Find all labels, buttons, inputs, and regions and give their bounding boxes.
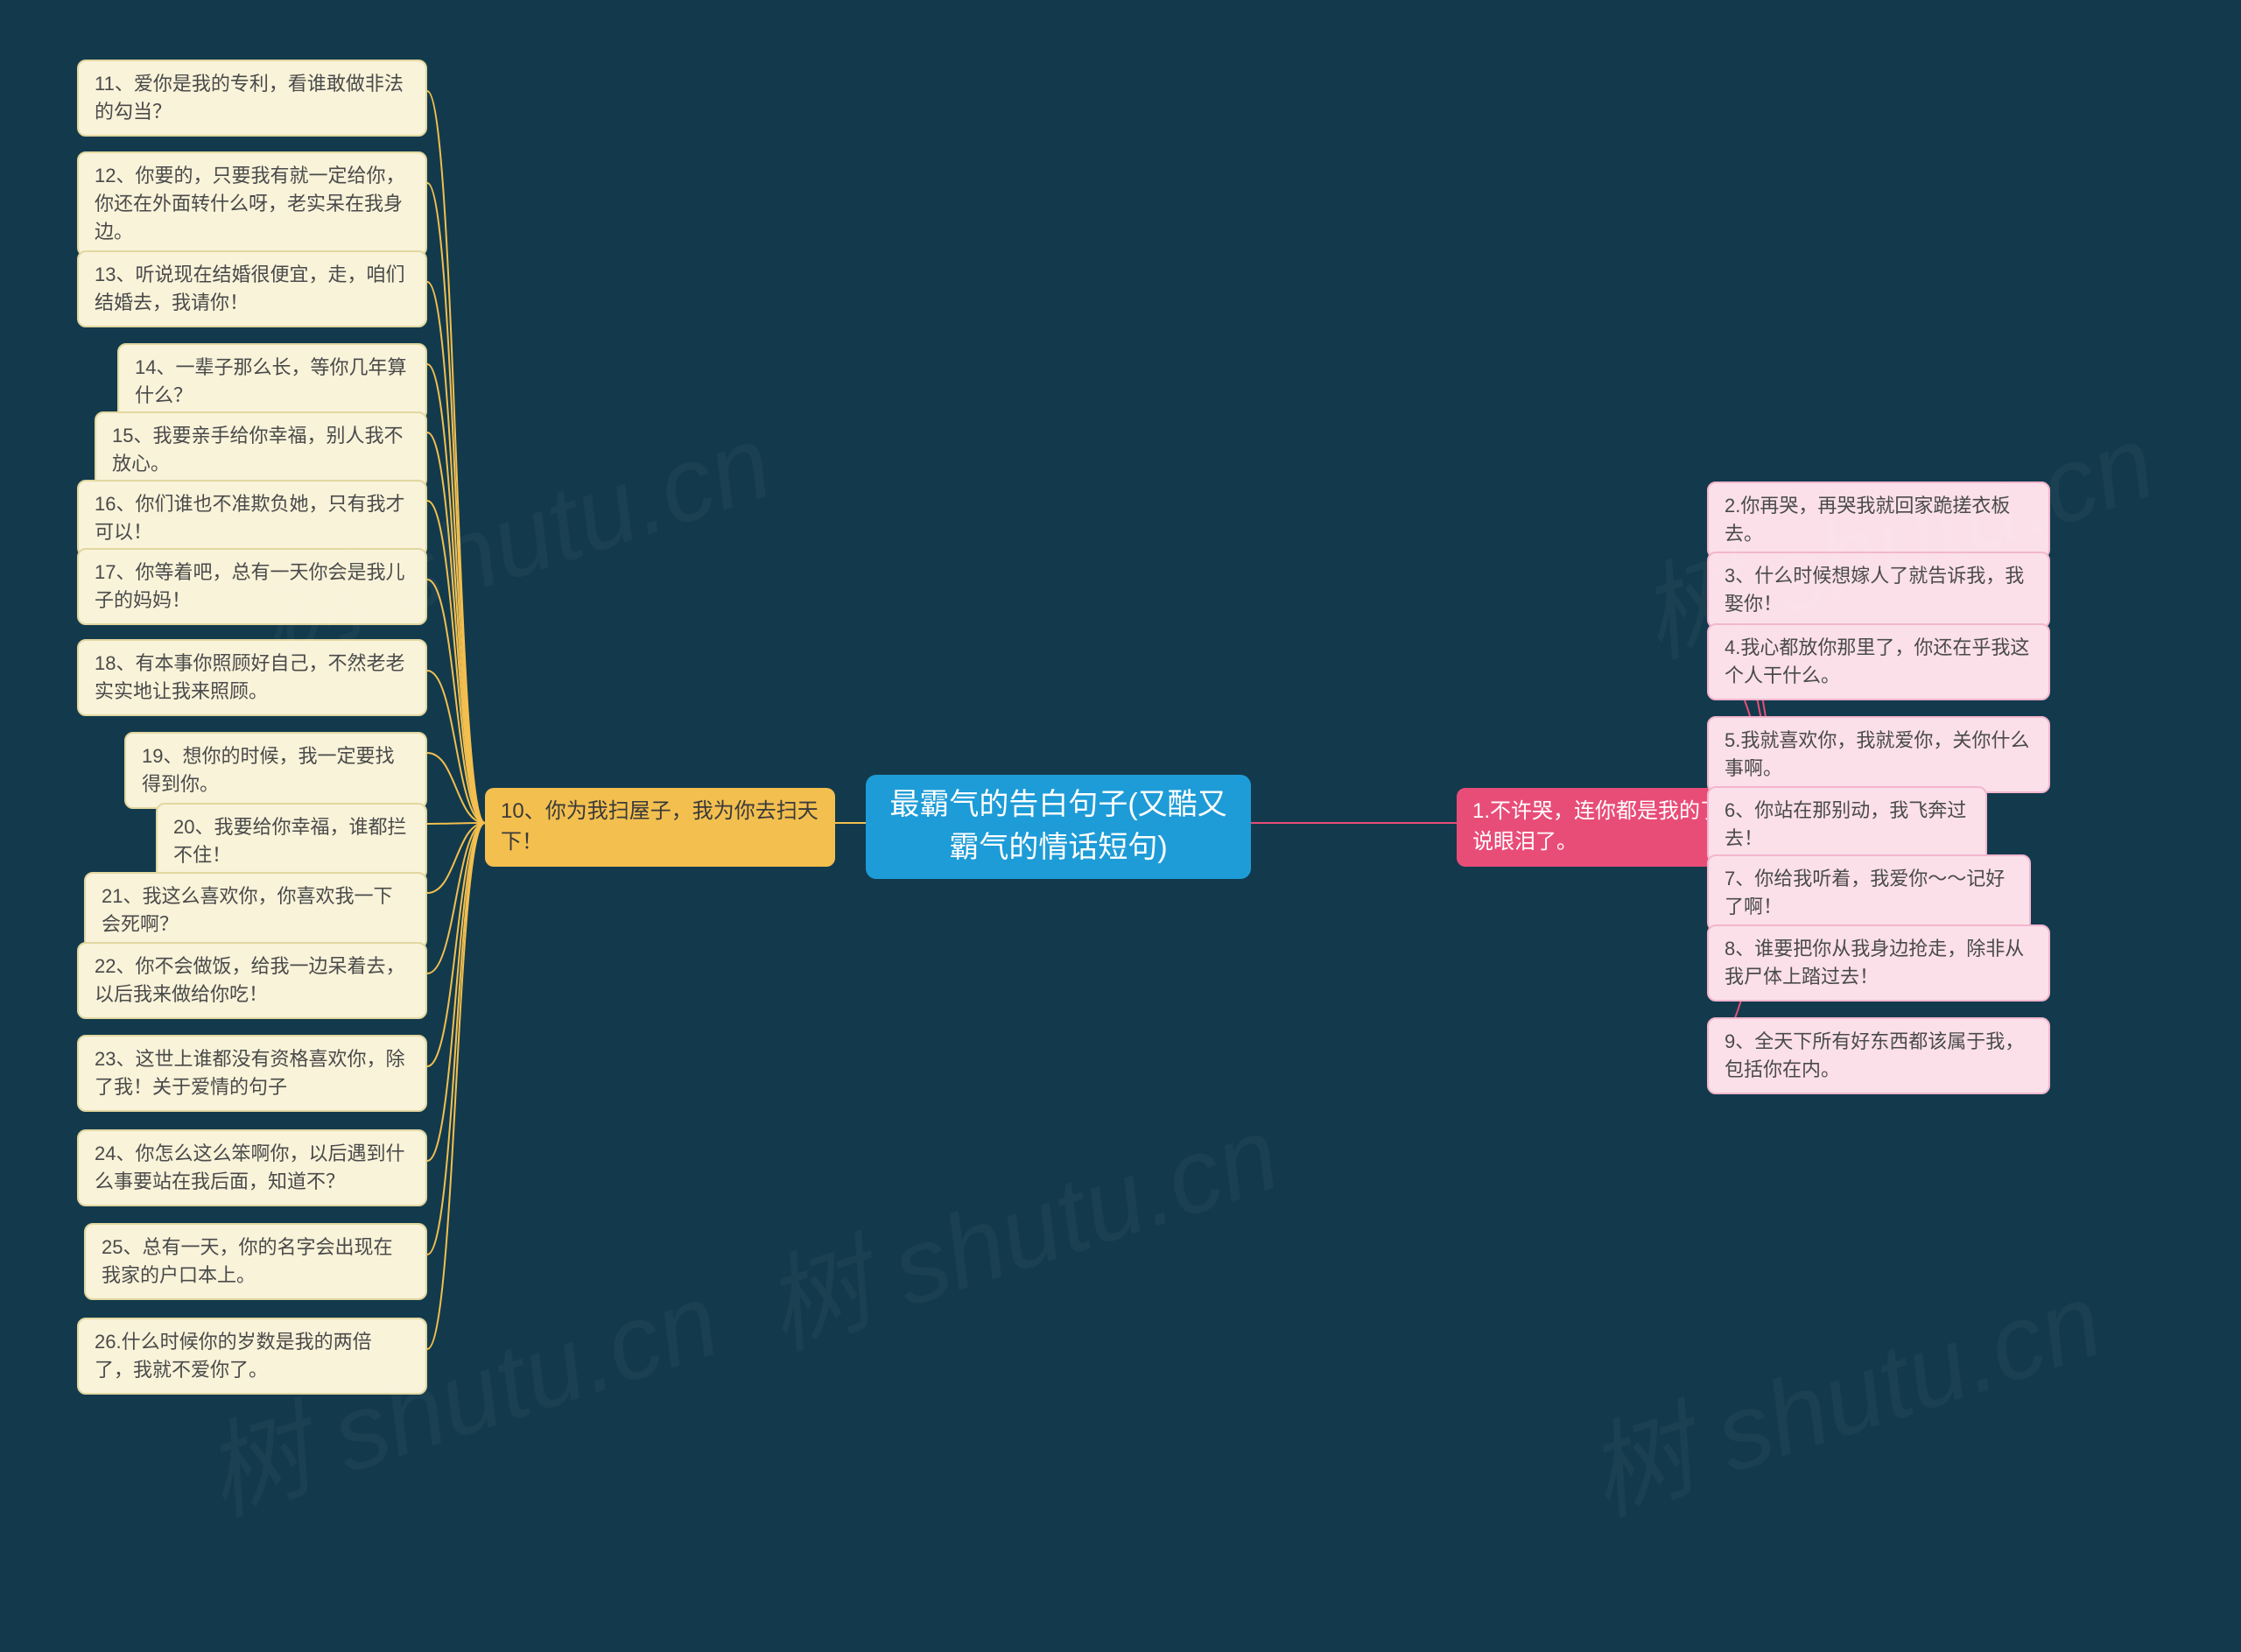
right-leaf-text: 5.我就喜欢你，我就爱你，关你什么事啊。: [1725, 727, 2033, 783]
left-leaf-text: 17、你等着吧，总有一天你会是我儿子的妈妈！: [95, 559, 410, 615]
watermark: 树 shutu.cn: [742, 1068, 1295, 1377]
left-leaf: 21、我这么喜欢你，你喜欢我一下会死啊？: [84, 872, 427, 949]
left-leaf-text: 26.什么时候你的岁数是我的两倍了，我就不爱你了。: [95, 1328, 410, 1384]
left-leaf: 13、听说现在结婚很便宜，走，咱们结婚去，我请你！: [77, 250, 427, 327]
left-leaf-text: 11、爱你是我的专利，看谁敢做非法的勾当？: [95, 70, 410, 126]
connector: [427, 823, 485, 974]
right-leaf: 4.我心都放你那里了，你还在乎我这个人干什么。: [1707, 623, 2050, 700]
connector: [427, 823, 485, 1161]
right-leaf-text: 2.你再哭，再哭我就回家跪搓衣板去。: [1725, 492, 2033, 548]
right-leaf: 7、你给我听着，我爱你～～记好了啊！: [1707, 854, 2031, 931]
left-leaf: 12、你要的，只要我有就一定给你，你还在外面转什么呀，老实呆在我身边。: [77, 151, 427, 257]
center-topic-text: 最霸气的告白句子(又酷又霸气的情话短句): [882, 784, 1235, 870]
left-leaf: 26.什么时候你的岁数是我的两倍了，我就不爱你了。: [77, 1318, 427, 1395]
left-leaf: 17、你等着吧，总有一天你会是我儿子的妈妈！: [77, 548, 427, 625]
left-leaf: 24、你怎么这么笨啊你，以后遇到什么事要站在我后面，知道不？: [77, 1129, 427, 1206]
connector: [427, 580, 485, 823]
left-leaf: 20、我要给你幸福，谁都拦不住！: [156, 803, 427, 880]
left-leaf-text: 12、你要的，只要我有就一定给你，你还在外面转什么呀，老实呆在我身边。: [95, 162, 410, 246]
left-leaf-text: 13、听说现在结婚很便宜，走，咱们结婚去，我请你！: [95, 261, 410, 317]
watermark: 树 shutu.cn: [1565, 1234, 2118, 1543]
connector: [427, 671, 485, 823]
right-leaf-text: 3、什么时候想嫁人了就告诉我，我娶你！: [1725, 562, 2033, 618]
connector: [427, 364, 485, 823]
left-leaf: 18、有本事你照顾好自己，不然老老实实地让我来照顾。: [77, 639, 427, 716]
center-topic: 最霸气的告白句子(又酷又霸气的情话短句): [866, 775, 1251, 879]
left-leaf-text: 19、想你的时候，我一定要找得到你。: [142, 742, 410, 798]
left-branch-text: 10、你为我扫屋子，我为你去扫天下！: [501, 797, 819, 858]
right-leaf: 9、全天下所有好东西都该属于我，包括你在内。: [1707, 1017, 2050, 1094]
connector: [427, 501, 485, 823]
left-leaf: 23、这世上谁都没有资格喜欢你，除了我！关于爱情的句子: [77, 1035, 427, 1112]
left-leaf: 11、爱你是我的专利，看谁敢做非法的勾当？: [77, 60, 427, 137]
left-leaf: 16、你们谁也不准欺负她，只有我才可以！: [77, 480, 427, 557]
right-leaf: 8、谁要把你从我身边抢走，除非从我尸体上踏过去！: [1707, 924, 2050, 1002]
right-leaf-text: 9、全天下所有好东西都该属于我，包括你在内。: [1725, 1028, 2033, 1084]
left-leaf: 25、总有一天，你的名字会出现在我家的户口本上。: [84, 1223, 427, 1300]
left-leaf-text: 15、我要亲手给你幸福，别人我不放心。: [112, 422, 410, 478]
left-leaf: 14、一辈子那么长，等你几年算什么？: [117, 343, 427, 420]
connector: [427, 183, 485, 823]
left-branch: 10、你为我扫屋子，我为你去扫天下！: [485, 788, 835, 867]
left-leaf-text: 18、有本事你照顾好自己，不然老老实实地让我来照顾。: [95, 650, 410, 706]
left-leaf: 15、我要亲手给你幸福，别人我不放心。: [95, 411, 427, 489]
connector: [427, 823, 485, 824]
left-leaf-text: 14、一辈子那么长，等你几年算什么？: [135, 354, 410, 410]
connector: [427, 823, 485, 893]
right-leaf-text: 8、谁要把你从我身边抢走，除非从我尸体上踏过去！: [1725, 935, 2033, 991]
left-leaf-text: 16、你们谁也不准欺负她，只有我才可以！: [95, 490, 410, 546]
left-leaf-text: 22、你不会做饭，给我一边呆着去，以后我来做给你吃！: [95, 953, 410, 1009]
left-leaf-text: 21、我这么喜欢你，你喜欢我一下会死啊？: [102, 882, 410, 938]
right-leaf: 5.我就喜欢你，我就爱你，关你什么事啊。: [1707, 716, 2050, 793]
right-leaf-text: 7、你给我听着，我爱你～～记好了啊！: [1725, 865, 2013, 921]
connector: [427, 432, 485, 823]
left-leaf-text: 20、我要给你幸福，谁都拦不住！: [173, 813, 410, 869]
left-leaf-text: 25、总有一天，你的名字会出现在我家的户口本上。: [102, 1234, 410, 1290]
connector: [427, 753, 485, 823]
right-leaf-text: 6、你站在那别动，我飞奔过去！: [1725, 797, 1970, 853]
left-leaf: 19、想你的时候，我一定要找得到你。: [124, 732, 427, 809]
left-leaf-text: 23、这世上谁都没有资格喜欢你，除了我！关于爱情的句子: [95, 1045, 410, 1101]
connector: [427, 823, 485, 1349]
left-leaf-text: 24、你怎么这么笨啊你，以后遇到什么事要站在我后面，知道不？: [95, 1140, 410, 1196]
left-leaf: 22、你不会做饭，给我一边呆着去，以后我来做给你吃！: [77, 942, 427, 1019]
right-leaf: 3、什么时候想嫁人了就告诉我，我娶你！: [1707, 552, 2050, 629]
right-leaf: 2.你再哭，再哭我就回家跪搓衣板去。: [1707, 482, 2050, 559]
connector: [427, 91, 485, 823]
connector: [427, 823, 485, 1066]
connector: [427, 823, 485, 1255]
connector: [427, 282, 485, 823]
right-leaf: 6、你站在那别动，我飞奔过去！: [1707, 786, 1987, 863]
right-leaf-text: 4.我心都放你那里了，你还在乎我这个人干什么。: [1725, 634, 2033, 690]
